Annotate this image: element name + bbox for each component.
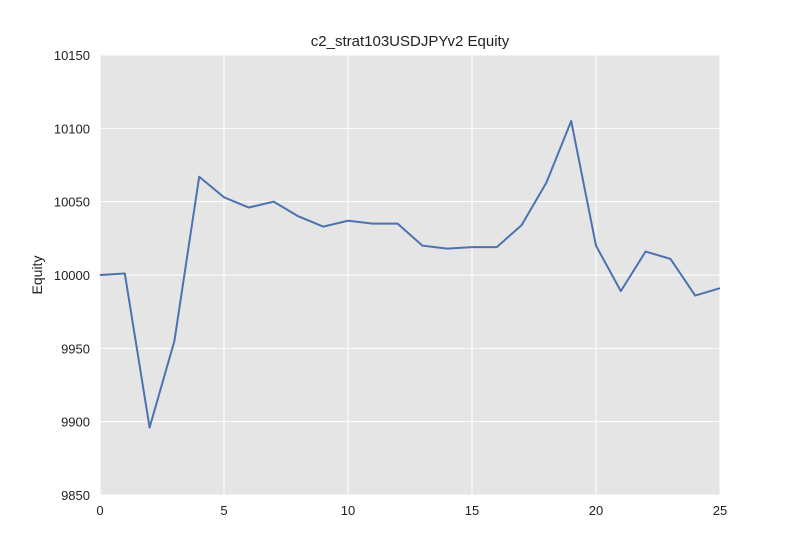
- equity-series-line: [99, 120, 721, 429]
- series-layer: [99, 120, 721, 429]
- x-tick-label: 5: [220, 503, 227, 518]
- y-tick-label: 10150: [54, 48, 90, 63]
- y-tick-label: 10050: [54, 195, 90, 210]
- y-tick-label: 9850: [61, 488, 90, 503]
- y-axis-label: Equity: [29, 256, 45, 295]
- tick-labels: 0 5 10 15 20 25 9850 9900 9950 10000 10050 10100 101…: [54, 48, 727, 518]
- grid-lines: [99, 54, 721, 496]
- x-tick-label: 15: [465, 503, 479, 518]
- x-tick-label: 0: [96, 503, 103, 518]
- y-tick-label: 10000: [54, 268, 90, 283]
- x-tick-label: 10: [341, 503, 355, 518]
- y-tick-label: 9900: [61, 415, 90, 430]
- x-tick-label: 20: [589, 503, 603, 518]
- chart-title: c2_strat103USDJPYv2 Equity: [311, 33, 510, 50]
- y-tick-label: 10100: [54, 121, 90, 136]
- x-tick-label: 25: [713, 503, 727, 518]
- y-tick-label: 9950: [61, 341, 90, 356]
